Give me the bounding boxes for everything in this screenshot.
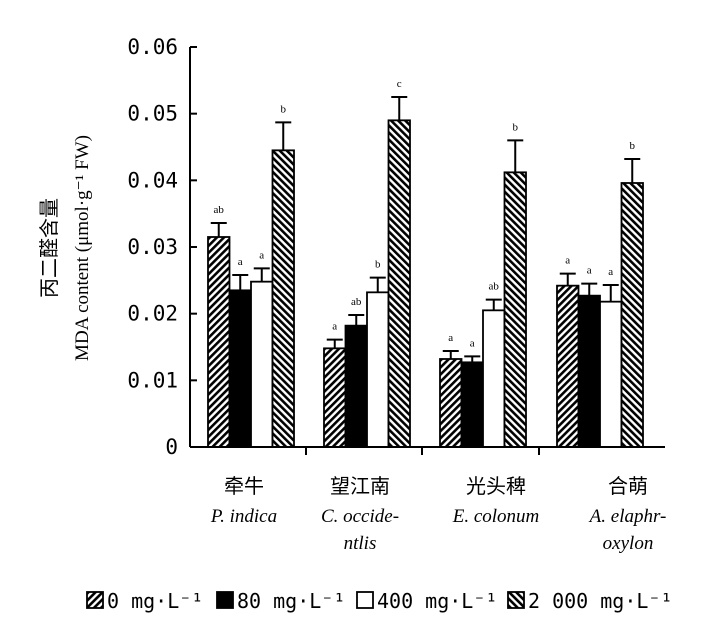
significance-label-1-series-2: a [238, 256, 243, 268]
category-label-latin-1-1: P. indica [210, 506, 277, 527]
error-bars [210, 96, 641, 363]
category-label-cn-2: 望江南 [330, 474, 390, 498]
y-axis-title-en: MDA content (μmol·g⁻¹ FW) [72, 135, 93, 361]
legend-label-4: 2 000 mg·L⁻¹ [528, 589, 673, 613]
significance-label-1-series-1: ab [214, 204, 225, 216]
bar-2-series-1 [323, 347, 347, 448]
bar-1-series-3 [250, 280, 274, 448]
bar-3-series-4 [503, 171, 527, 448]
significance-label-1-series-4: b [281, 103, 287, 115]
legend-swatch-3 [356, 591, 374, 609]
legend: 0 mg·L⁻¹ 80 mg·L⁻¹ 400 mg·L⁻¹ 2 000 mg·L⁻¹ [86, 589, 673, 613]
y-axis-title: 丙二醛含量 MDA content (μmol·g⁻¹ FW) [37, 135, 93, 361]
axes: 0 0.01 0.02 0.03 0.04 0.05 0.06 [127, 35, 665, 459]
y-tick-label-6: 0.06 [127, 35, 178, 59]
y-tick-label-5: 0.05 [127, 102, 178, 126]
category-label-cn-4: 合萌 [608, 474, 648, 498]
bar-3-series-1 [439, 358, 463, 448]
bar-3-series-2 [460, 361, 484, 448]
significance-label-2-series-1: a [332, 321, 337, 333]
category-label-latin-3-1: E. colonum [452, 506, 540, 527]
legend-swatch-2 [216, 591, 234, 609]
y-axis-title-cn: 丙二醛含量 [37, 198, 61, 298]
legend-label-1: 0 mg·L⁻¹ [107, 589, 203, 613]
significance-label-4-series-1: a [565, 255, 570, 267]
bar-2-series-4 [387, 119, 411, 448]
bar-1-series-4 [271, 149, 295, 448]
bar-4-series-3 [599, 300, 623, 448]
category-label-cn-1: 牵牛 [224, 474, 264, 498]
bar-1-series-2 [228, 289, 252, 448]
y-tick-label-0: 0 [165, 435, 178, 459]
significance-label-3-series-1: a [448, 332, 453, 344]
bar-2-series-2 [344, 324, 368, 448]
significance-label-3-series-3: ab [489, 281, 500, 293]
significance-label-2-series-3: b [375, 259, 381, 271]
bar-2-series-3 [366, 291, 390, 448]
significance-label-2-series-2: ab [351, 296, 362, 308]
bar-4-series-2 [577, 294, 601, 448]
bar-3-series-3 [482, 309, 506, 448]
category-label-latin-2-2: ntlis [344, 533, 377, 554]
category-labels: 牵牛 P. indica 望江南 C. occide-ntlis 光头稗 E. colon… [210, 474, 666, 554]
legend-swatch-4 [507, 591, 525, 609]
y-tick-label-4: 0.04 [127, 168, 178, 192]
significance-label-3-series-2: a [470, 337, 475, 349]
significance-label-1-series-3: a [259, 249, 264, 261]
category-label-latin-4-2: oxylon [603, 533, 654, 554]
category-label-latin-2-1: C. occide- [321, 506, 399, 527]
bars [207, 119, 644, 448]
legend-swatch-1 [86, 591, 104, 609]
legend-label-2: 80 mg·L⁻¹ [237, 589, 345, 613]
y-tick-label-2: 0.02 [127, 302, 178, 326]
category-label-latin-4-1: A. elaphr- [588, 506, 667, 527]
significance-label-4-series-4: b [630, 140, 636, 152]
category-label-cn-3: 光头稗 [466, 474, 526, 498]
significance-label-4-series-2: a [587, 265, 592, 277]
y-tick-label-3: 0.03 [127, 235, 178, 259]
bar-4-series-1 [556, 284, 580, 448]
bar-4-series-4 [620, 182, 644, 448]
legend-label-3: 400 mg·L⁻¹ [377, 589, 497, 613]
y-tick-label-1: 0.01 [127, 368, 178, 392]
significance-label-4-series-3: a [608, 266, 613, 278]
bar-1-series-1 [207, 236, 231, 448]
significance-label-3-series-4: b [513, 121, 519, 133]
significance-label-2-series-4: c [397, 78, 402, 90]
